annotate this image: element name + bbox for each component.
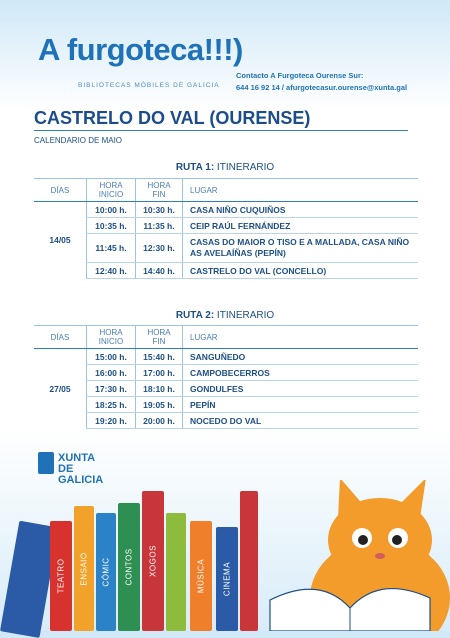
book-ensaio: ENSAIO [74,506,94,631]
end-time: 10:30 h. [135,201,183,218]
route2-title-rest: ITINERARIO [214,310,275,321]
end-time: 20:00 h. [135,412,183,429]
book-contos: CONTOS [118,503,140,631]
start-time: 17:30 h. [86,380,136,397]
title-divider [34,130,408,131]
brand-logo: A furgoteca!!!) [38,32,243,67]
route1-table: DÍAS HORA INICIO HORA FIN LUGAR 14/05 10:0… [34,178,418,279]
end-time: 17:00 h. [135,364,183,381]
place: PEPÍN [182,396,418,413]
route1-title-rest: ITINERARIO [214,162,275,173]
place: CAMPOBECERROS [182,364,418,381]
book-comic: CÓMIC [96,513,116,631]
route1-day: 14/05 [49,235,71,246]
table-row: 10:35 h. 11:35 h. CEIP RAÚL FERNÁNDEZ [34,217,418,234]
start-time: 15:00 h. [86,348,136,365]
start-time: 18:25 h. [86,396,136,413]
place: NOCEDO DO VAL [182,412,418,429]
col-hora-inicio: HORA INICIO [86,325,136,349]
table-row: 19:20 h. 20:00 h. NOCEDO DO VAL [34,412,418,429]
table-row: 14/05 10:00 h. 10:30 h. CASA NIÑO CUQUIÑ… [34,201,418,245]
contact-line[interactable]: 644 16 92 14 / afurgotecasur.ourense@xun… [236,83,408,92]
header: A furgoteca!!!) BIBLIOTECAS MÓBILES DE G… [0,0,450,100]
place: CASTRELO DO VAL (CONCELLO) [182,262,418,279]
books-illustration: TEATRO ENSAIO CÓMIC CONTOS XOGOS MÚSICA … [0,480,450,638]
book-cinema: CINEMA [216,527,238,631]
route2-title-bold: RUTA 2: [175,310,215,321]
table-row: 12:40 h. 14:40 h. CASTRELO DO VAL (CONCE… [34,262,418,279]
book-xogos: XOGOS [142,491,164,631]
table-header: DÍAS HORA INICIO HORA FIN LUGAR [34,178,418,202]
col-dias: DÍAS [34,178,87,202]
table-header: DÍAS HORA INICIO HORA FIN LUGAR [34,325,418,349]
end-time: 11:35 h. [135,217,183,234]
place: CEIP RAÚL FERNÁNDEZ [182,217,418,234]
col-lugar: LUGAR [182,325,418,349]
end-time: 19:05 h. [135,396,183,413]
start-time: 16:00 h. [86,364,136,381]
place: CASA NIÑO CUQUIÑOS [182,201,418,218]
start-time: 11:45 h. [86,233,136,263]
cat-reading-icon [269,480,450,631]
col-dias: DÍAS [34,325,87,349]
xunta-shield-icon [38,452,54,474]
route2-title: RUTA 2: ITINERARIO [0,310,450,321]
place: CASAS DO MAIOR O TISO E A MALLADA, CASA … [182,233,418,263]
table-row: 18:25 h. 19:05 h. PEPÍN [34,396,418,413]
contact-info: Contacto A Furgoteca Ourense Sur: 644 16… [236,70,407,94]
start-time: 10:35 h. [86,217,136,234]
start-time: 10:00 h. [86,201,136,218]
table-row: 27/05 15:00 h. 15:40 h. SANGUÑEDO [34,348,418,394]
route2-table: DÍAS HORA INICIO HORA FIN LUGAR 27/05 15:0… [34,325,418,429]
brand-subtitle: BIBLIOTECAS MÓBILES DE GALICIA [78,82,220,89]
page-title: CASTRELO DO VAL (OURENSE) [34,108,311,128]
start-time: 19:20 h. [86,412,136,429]
route1-title: RUTA 1: ITINERARIO [0,162,450,173]
col-hora-inicio: HORA INICIO [86,178,136,202]
table-row: 11:45 h. 12:30 h. CASAS DO MAIOR O TISO … [34,233,418,263]
xunta-text: XUNTA DE GALICIA [58,452,104,486]
route1-title-bold: RUTA 1: [175,162,215,173]
book-red-icon [240,491,258,631]
end-time: 14:40 h. [135,262,183,279]
end-time: 15:40 h. [135,348,183,365]
book-green-icon [166,513,186,631]
end-time: 18:10 h. [135,380,183,397]
table-row: 16:00 h. 17:00 h. CAMPOBECERROS [34,364,418,381]
col-hora-fin: HORA FIN [135,178,183,202]
place: SANGUÑEDO [182,348,418,365]
contact-title: Contacto A Furgoteca Ourense Sur: [236,71,364,80]
end-time: 12:30 h. [135,233,183,263]
book-musica: MÚSICA [190,521,212,631]
calendar-subtitle: CALENDARIO DE MAIO [34,136,123,145]
route2-day: 27/05 [49,383,71,394]
book-teatro: TEATRO [50,521,72,631]
start-time: 12:40 h. [86,262,136,279]
table-row: 17:30 h. 18:10 h. GONDULFES [34,380,418,397]
col-lugar: LUGAR [182,178,418,202]
col-hora-fin: HORA FIN [135,325,183,349]
place: GONDULFES [182,380,418,397]
